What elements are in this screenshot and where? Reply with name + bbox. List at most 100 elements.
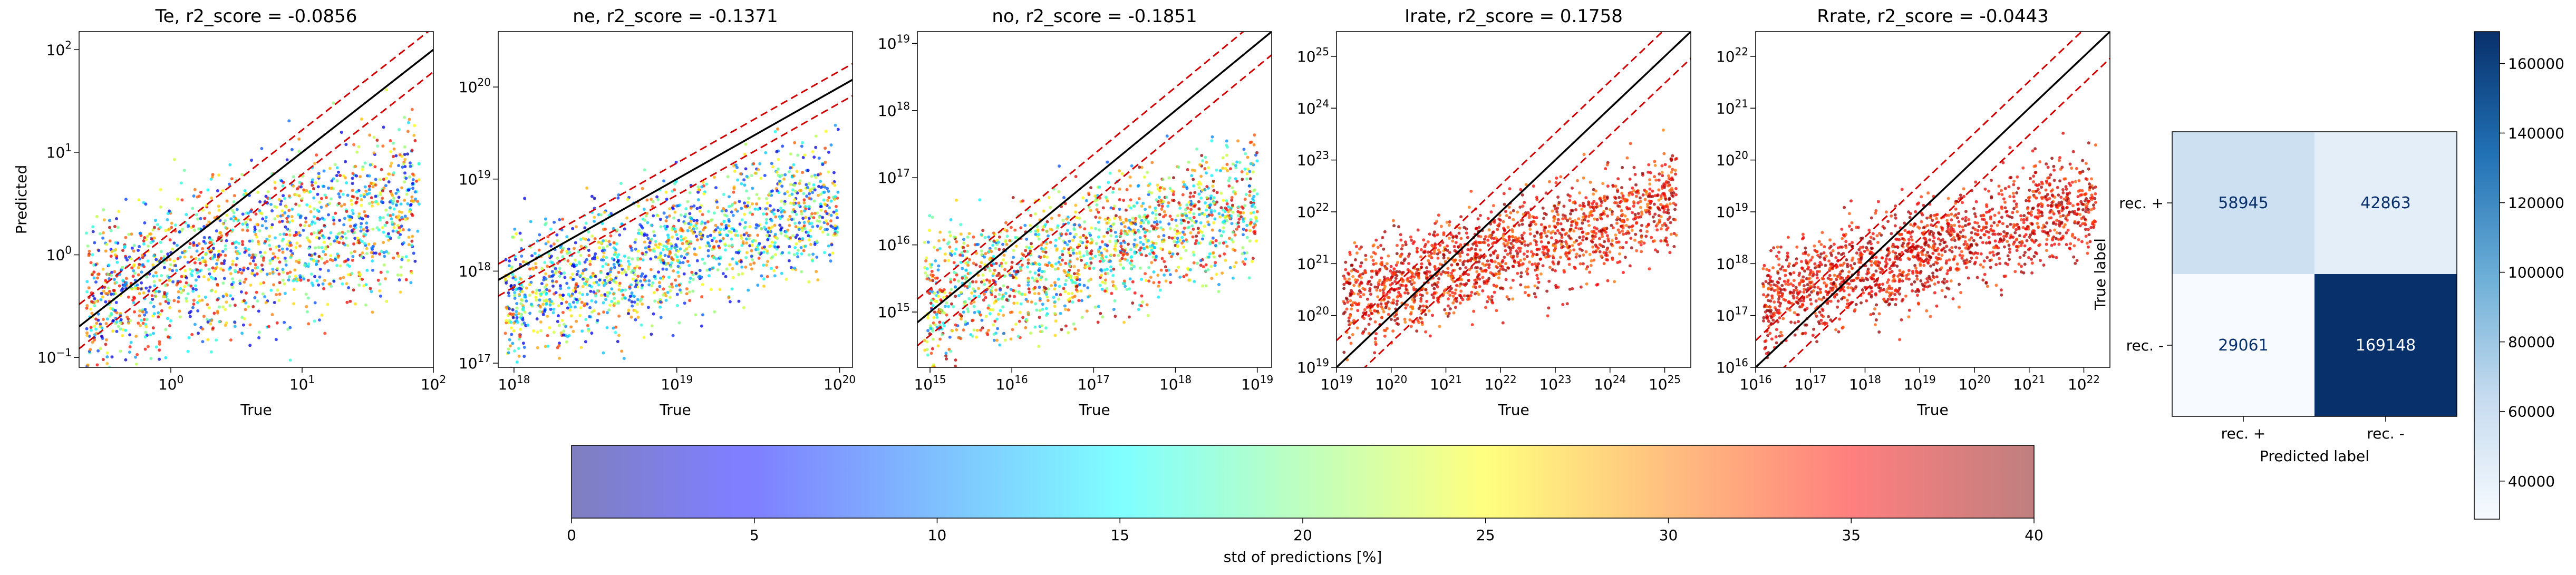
scatter-point — [764, 264, 768, 267]
scatter-point — [571, 278, 575, 281]
scatter-point — [192, 303, 196, 306]
scatter-point — [1129, 206, 1133, 210]
scatter-point — [221, 222, 225, 226]
scatter-point — [404, 177, 408, 180]
scatter-point — [1162, 234, 1166, 237]
scatter-point — [1252, 230, 1256, 234]
scatter-point — [313, 215, 316, 219]
scatter-point — [552, 242, 556, 246]
scatter-point — [277, 245, 281, 248]
tolerance-line-high — [79, 32, 430, 305]
scatter-point — [547, 254, 551, 258]
scatter-point — [971, 335, 974, 338]
scatter-point — [568, 262, 572, 266]
scatter-point — [961, 267, 964, 270]
scatter-point — [993, 319, 997, 323]
scatter-point — [580, 300, 584, 304]
scatter-point — [724, 233, 728, 237]
scatter-point — [723, 242, 727, 246]
scatter-point — [415, 200, 419, 203]
scatter-point — [804, 216, 808, 219]
scatter-point — [379, 270, 383, 274]
scatter-point — [249, 210, 253, 213]
scatter-point — [317, 283, 321, 287]
scatter-point — [270, 209, 274, 212]
scatter-point — [1071, 239, 1074, 242]
scatter-point — [694, 271, 698, 275]
scatter-point — [1138, 266, 1142, 270]
scatter-point — [1143, 235, 1147, 238]
scatter-point — [959, 223, 963, 227]
scatter-point — [1127, 226, 1131, 230]
scatter-point — [1098, 186, 1101, 189]
scatter-point — [217, 173, 221, 177]
scatter-point — [1111, 274, 1115, 277]
scatter-point — [316, 185, 320, 189]
scatter-point — [1075, 216, 1079, 220]
scatter-point — [351, 209, 354, 212]
scatter-point — [115, 329, 119, 333]
scatter-point — [648, 241, 652, 245]
scatter-point — [791, 210, 795, 214]
scatter-point — [803, 153, 807, 157]
scatter-point — [932, 246, 936, 249]
scatter-point — [314, 181, 317, 184]
scatter-point — [188, 242, 192, 246]
scatter-point — [1067, 331, 1070, 335]
scatter-point — [789, 266, 793, 269]
scatter-point — [133, 286, 137, 290]
scatter-point — [1148, 205, 1151, 209]
scatter-point — [1123, 225, 1127, 229]
scatter-point — [1111, 187, 1115, 190]
scatter-point — [231, 297, 235, 301]
scatter-point — [1222, 230, 1225, 233]
scatter-point — [1077, 299, 1081, 303]
scatter-point — [201, 327, 205, 331]
scatter-point — [1157, 203, 1161, 207]
scatter-point — [948, 335, 952, 339]
scatter-point — [1187, 220, 1190, 224]
scatter-point — [260, 224, 264, 228]
scatter-point — [209, 350, 213, 354]
scatter-point — [658, 300, 662, 304]
scatter-point — [685, 292, 689, 296]
scatter-point — [1044, 307, 1048, 310]
scatter-point — [359, 229, 363, 233]
scatter-point — [406, 188, 410, 192]
scatter-point — [166, 252, 170, 256]
scatter-point — [683, 221, 687, 225]
scatter-point — [317, 172, 321, 176]
scatter-point — [273, 181, 277, 184]
scatter-point — [640, 323, 643, 327]
scatter-point — [513, 297, 517, 300]
scatter-point — [193, 323, 197, 326]
scatter-point — [756, 248, 760, 251]
scatter-point — [1248, 177, 1252, 181]
scatter-point — [513, 291, 517, 295]
scatter-point — [828, 253, 831, 257]
scatter-point — [740, 243, 744, 247]
scatter-point — [645, 198, 649, 202]
scatter-point — [1063, 290, 1067, 294]
scatter-point — [926, 353, 929, 357]
scatter-point — [712, 176, 716, 179]
scatter-point — [826, 233, 830, 237]
scatter-point — [310, 281, 314, 285]
scatter-point — [1175, 232, 1179, 236]
scatter-point — [612, 227, 615, 230]
scatter-point — [409, 164, 412, 168]
scatter-point — [121, 266, 124, 269]
scatter-point — [1132, 228, 1136, 232]
scatter-point — [172, 299, 176, 303]
scatter-point — [938, 247, 942, 250]
scatter-point — [628, 245, 632, 248]
scatter-point — [234, 263, 238, 267]
scatter-point — [210, 175, 214, 179]
scatter-point — [1189, 231, 1193, 235]
scatter-point — [272, 252, 275, 256]
scatter-point — [701, 282, 704, 286]
scatter-point — [129, 257, 133, 261]
scatter-point — [1134, 222, 1138, 226]
scatter-point — [679, 235, 683, 238]
scatter-point — [106, 272, 110, 276]
